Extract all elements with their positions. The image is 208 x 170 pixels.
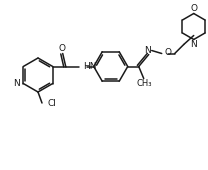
Text: CH₃: CH₃ — [137, 79, 152, 88]
Text: Cl: Cl — [48, 99, 57, 108]
Text: N: N — [190, 40, 197, 49]
Text: O: O — [58, 44, 65, 53]
Text: O: O — [165, 48, 172, 57]
Text: HN: HN — [83, 62, 96, 71]
Text: N: N — [144, 46, 151, 55]
Text: O: O — [190, 4, 197, 13]
Text: N: N — [14, 79, 20, 88]
